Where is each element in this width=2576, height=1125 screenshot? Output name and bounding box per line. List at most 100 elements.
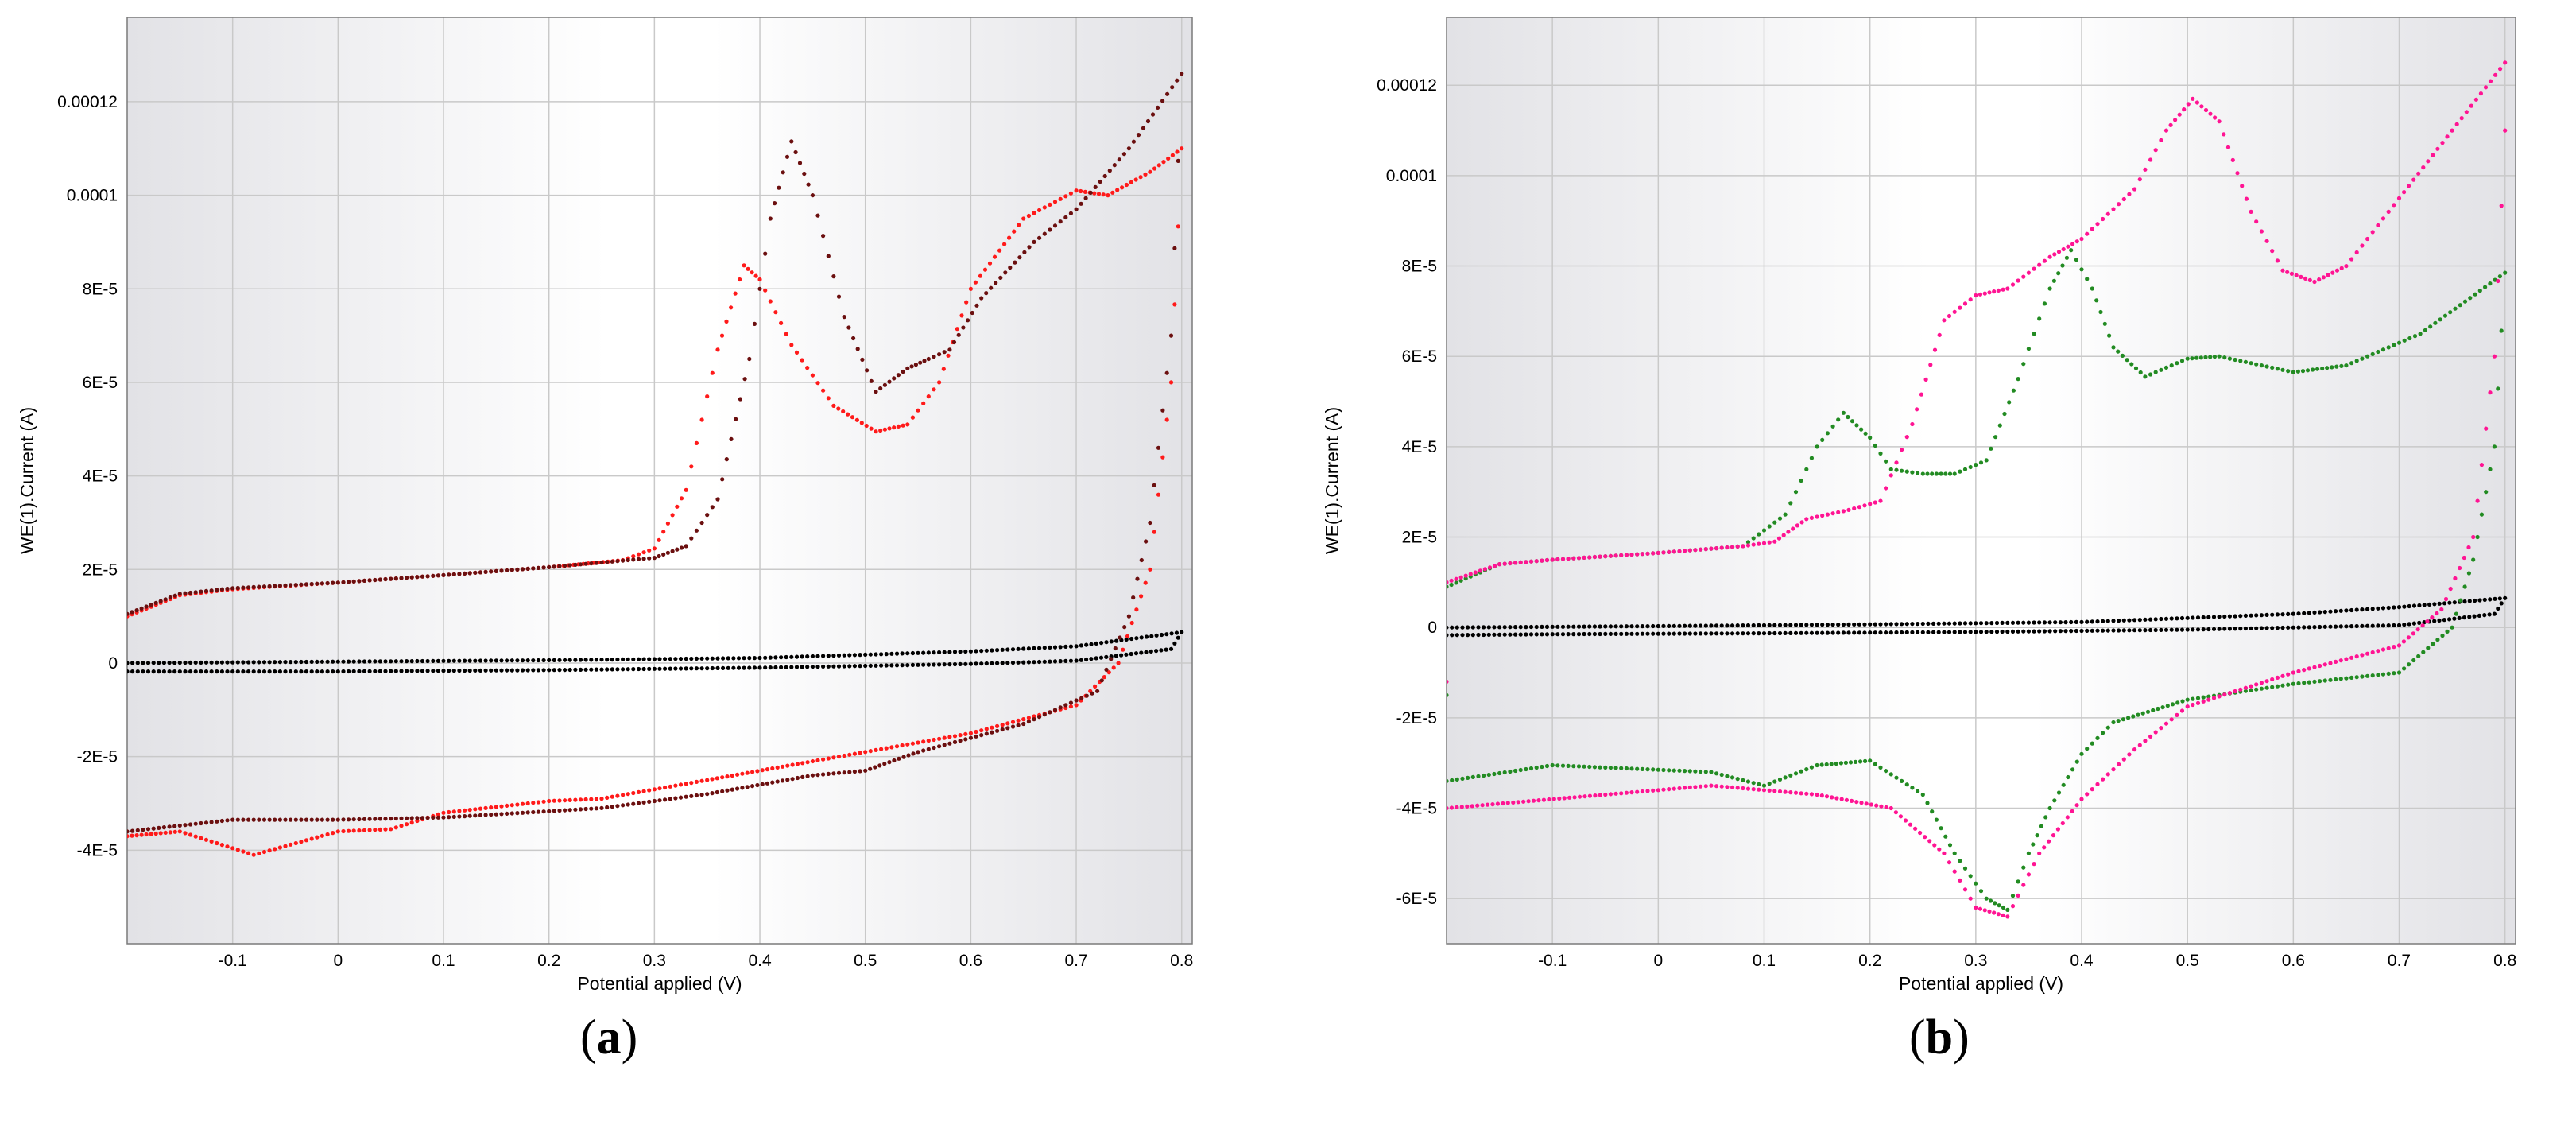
data-point — [1063, 703, 1068, 708]
data-point — [968, 286, 973, 291]
data-point — [2043, 815, 2048, 820]
data-point — [1962, 467, 1968, 471]
data-point — [2280, 612, 2285, 617]
data-point — [689, 464, 694, 469]
data-point — [2407, 184, 2411, 188]
data-point — [463, 571, 467, 576]
data-point — [2328, 677, 2333, 682]
data-point — [325, 580, 330, 586]
data-point — [2132, 187, 2137, 192]
data-point — [605, 795, 610, 801]
data-point — [2163, 627, 2169, 632]
data-point — [1830, 623, 1835, 627]
data-point — [1958, 621, 1962, 626]
data-point — [2102, 321, 2107, 326]
data-point — [2407, 622, 2411, 627]
data-point — [367, 817, 372, 821]
data-point — [1873, 762, 1877, 766]
data-point — [652, 556, 657, 561]
data-point — [1497, 625, 1502, 630]
data-point — [1176, 158, 1180, 163]
data-point — [362, 578, 367, 584]
data-point — [1942, 318, 1947, 323]
data-point — [409, 820, 414, 825]
panel-b: -0.1 0 0.1 0.2 0.3 0.4 0.5 0.6 0.7 0.8 -6E-5 -4E-5-… — [1303, 0, 2575, 1125]
data-point — [135, 828, 140, 832]
data-point — [689, 793, 694, 799]
data-point — [2153, 370, 2158, 374]
data-point — [1608, 553, 1613, 558]
data-point — [541, 668, 546, 673]
data-point — [760, 782, 765, 787]
panel-b-label-open: ( — [1909, 1011, 1926, 1065]
data-point — [2233, 627, 2237, 631]
data-point — [2203, 107, 2209, 113]
data-point — [610, 805, 614, 809]
data-point — [1925, 471, 1930, 476]
data-point — [2037, 851, 2042, 855]
data-point — [2238, 687, 2243, 692]
data-point — [2111, 345, 2116, 350]
data-point — [1988, 898, 1993, 903]
data-point — [145, 827, 151, 832]
data-point — [531, 668, 536, 673]
data-point — [1751, 623, 1756, 628]
data-point — [1555, 632, 1560, 637]
data-point — [621, 558, 626, 563]
data-point — [2195, 615, 2201, 620]
data-point — [2412, 334, 2418, 339]
data-point — [2032, 266, 2036, 271]
data-point — [420, 669, 425, 673]
data-point — [1751, 781, 1756, 786]
data-point — [2496, 278, 2500, 284]
data-point — [1936, 621, 1941, 626]
data-point — [1037, 208, 1042, 212]
data-point — [1703, 631, 1708, 636]
data-point — [684, 656, 688, 661]
data-point — [483, 813, 488, 817]
data-point — [415, 669, 420, 673]
data-point — [1629, 553, 1634, 557]
data-point — [733, 291, 738, 296]
data-point — [2208, 355, 2213, 359]
data-point — [636, 801, 641, 805]
data-point — [299, 669, 304, 674]
data-point — [1068, 658, 1073, 663]
data-point — [647, 799, 652, 805]
data-point — [203, 660, 209, 665]
x-tick-label: 0.2 — [1858, 952, 1881, 970]
data-point — [1757, 541, 1761, 546]
data-point — [1745, 623, 1751, 628]
data-point — [826, 654, 831, 658]
data-point — [779, 655, 784, 660]
data-point — [1534, 559, 1539, 564]
data-point — [531, 658, 536, 663]
data-point — [768, 216, 773, 221]
data-point — [578, 658, 583, 662]
data-point — [2085, 792, 2090, 797]
data-point — [594, 667, 599, 672]
data-point — [161, 661, 166, 665]
x-tick-label: 0.5 — [854, 952, 877, 970]
data-point — [2026, 620, 2031, 625]
data-point — [2330, 270, 2335, 275]
data-point — [2467, 599, 2472, 603]
data-point — [2021, 620, 2026, 625]
data-point — [621, 803, 626, 808]
data-point — [2085, 747, 2090, 751]
data-point — [299, 840, 304, 844]
data-point — [1608, 792, 1613, 797]
data-point — [926, 662, 931, 667]
data-point — [1149, 649, 1153, 654]
data-point — [2349, 624, 2354, 629]
data-point — [167, 661, 172, 665]
data-point — [1958, 305, 1962, 310]
x-tick-label: 0.3 — [643, 952, 666, 970]
data-point — [626, 667, 630, 672]
data-point — [2121, 628, 2126, 633]
data-point — [2448, 310, 2453, 315]
data-point — [1116, 661, 1121, 665]
data-point — [916, 750, 920, 755]
data-point — [1139, 557, 1144, 563]
data-point — [273, 669, 277, 674]
